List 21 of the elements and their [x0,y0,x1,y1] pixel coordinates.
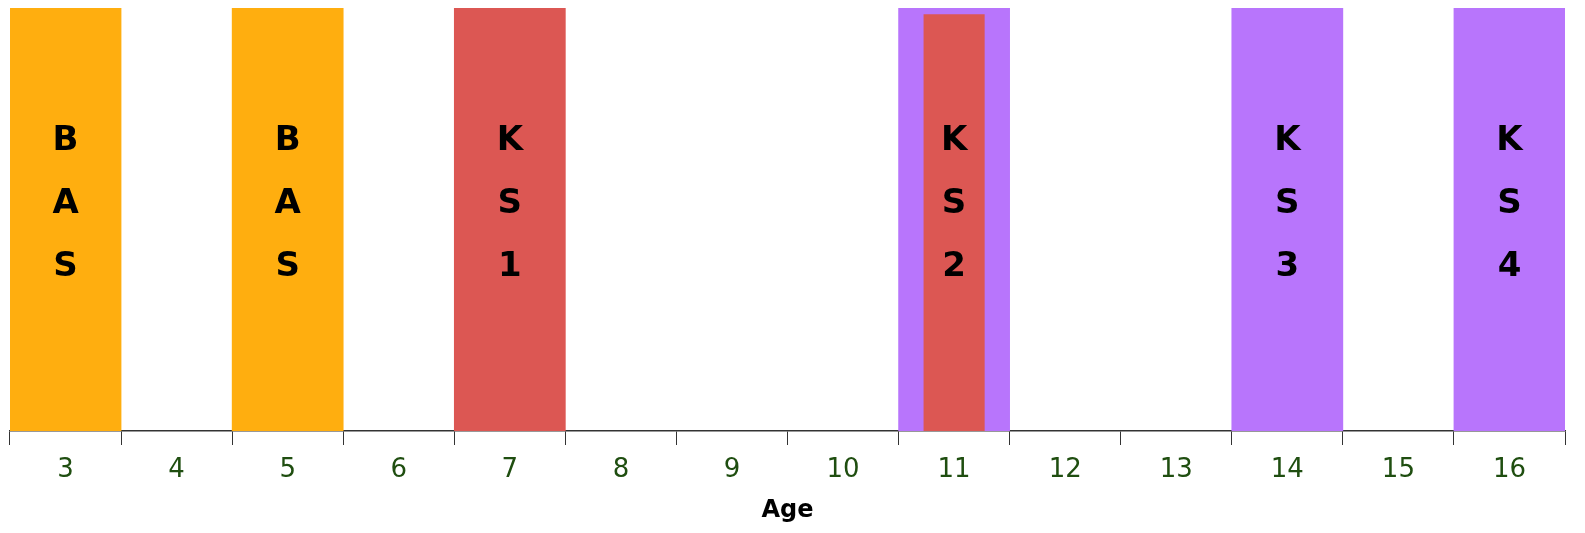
x-tick-label: 5 [279,453,296,484]
x-tick-label: 13 [1159,453,1193,484]
x-tick-label: 7 [501,453,519,484]
x-tick-label: 12 [1048,453,1082,484]
x-axis-title: Age [761,494,814,523]
x-tick-label: 4 [168,453,185,484]
annotation: BAS [274,118,302,285]
x-tick-label: 11 [937,453,971,484]
x-tick-label: 8 [612,453,630,484]
x-tick-label: 9 [723,453,741,484]
annotation: KS1 [496,118,525,285]
x-tick-label: 16 [1492,453,1527,484]
annotation: BAS [52,118,80,285]
x-tick-label: 15 [1381,453,1415,484]
x-tick-label: 14 [1270,453,1304,484]
x-tick-label: 10 [826,453,860,484]
annotation: KS4 [1496,118,1525,285]
x-tick-label: 6 [390,453,408,484]
x-tick-label: 3 [57,453,74,484]
annotation: KS3 [1274,118,1303,285]
annotation: KS2 [940,118,969,285]
